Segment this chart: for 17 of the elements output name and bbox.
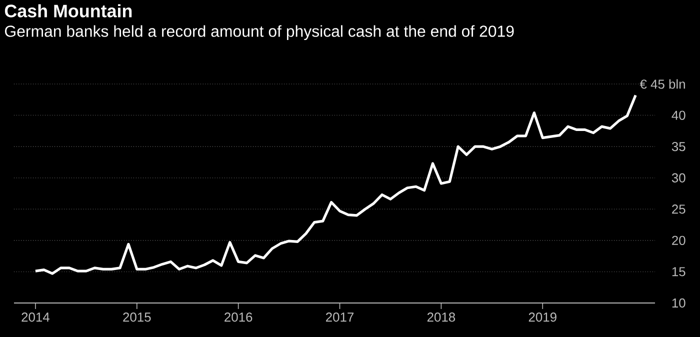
- y-tick-label: 35: [672, 142, 686, 152]
- y-tick-label: 40: [672, 110, 686, 120]
- line-series: [34, 94, 637, 275]
- y-tick-label: 25: [672, 204, 686, 214]
- y-tick-label: 20: [672, 236, 686, 246]
- y-tick-label: € 45 bln: [640, 79, 685, 89]
- x-tick-label: 2015: [123, 312, 151, 322]
- y-tick-label: 10: [672, 298, 686, 308]
- x-tick-label: 2016: [224, 312, 252, 322]
- x-tick-label: 2019: [528, 312, 556, 322]
- y-tick-label: 15: [672, 267, 686, 276]
- chart-subtitle: German banks held a record amount of physical cash at the end of 2019: [5, 25, 514, 40]
- x-tick-label: 2018: [427, 312, 456, 322]
- y-tick-label: 30: [672, 173, 686, 182]
- chart-title: Cash Mountain: [4, 4, 132, 18]
- x-tick-label: 2014: [22, 312, 50, 322]
- x-tick-label: 2017: [326, 312, 354, 322]
